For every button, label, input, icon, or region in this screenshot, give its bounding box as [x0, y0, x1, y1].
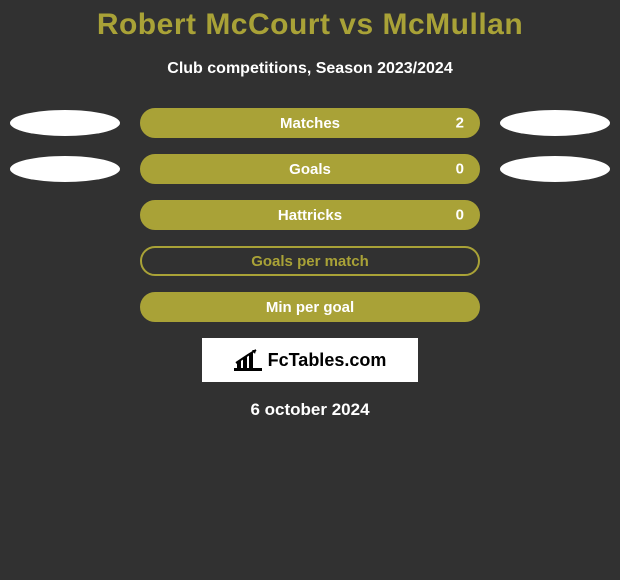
stat-row: Min per goal [0, 292, 620, 322]
brand-chart-icon [234, 349, 262, 371]
stat-bar: Goals 0 [140, 154, 480, 184]
stat-row: Matches 2 [0, 108, 620, 138]
stat-bar: Hattricks 0 [140, 200, 480, 230]
player-right-ellipse [500, 110, 610, 136]
page-title: Robert McCourt vs McMullan [0, 8, 620, 42]
stat-bar: Goals per match [140, 246, 480, 276]
player-left-ellipse [10, 156, 120, 182]
stat-row: Goals per match [0, 246, 620, 276]
player-right-ellipse [500, 156, 610, 182]
stat-value-right: 0 [456, 161, 464, 178]
brand-text: FcTables.com [268, 350, 387, 371]
stat-label: Goals per match [251, 253, 369, 270]
stat-label: Min per goal [266, 299, 354, 316]
stats-area: Matches 2 Goals 0 Hattricks 0 Goals per match M… [0, 108, 620, 322]
brand-badge: FcTables.com [202, 338, 418, 382]
stat-value-right: 2 [456, 115, 464, 132]
stat-bar: Min per goal [140, 292, 480, 322]
player-left-ellipse [10, 110, 120, 136]
stat-bar: Matches 2 [140, 108, 480, 138]
stat-label: Matches [280, 115, 340, 132]
stat-row: Goals 0 [0, 154, 620, 184]
date-text: 6 october 2024 [0, 400, 620, 420]
stat-label: Hattricks [278, 207, 342, 224]
stat-value-right: 0 [456, 207, 464, 224]
comparison-card: Robert McCourt vs McMullan Club competit… [0, 0, 620, 580]
subtitle: Club competitions, Season 2023/2024 [0, 60, 620, 78]
stat-label: Goals [289, 161, 331, 178]
stat-row: Hattricks 0 [0, 200, 620, 230]
